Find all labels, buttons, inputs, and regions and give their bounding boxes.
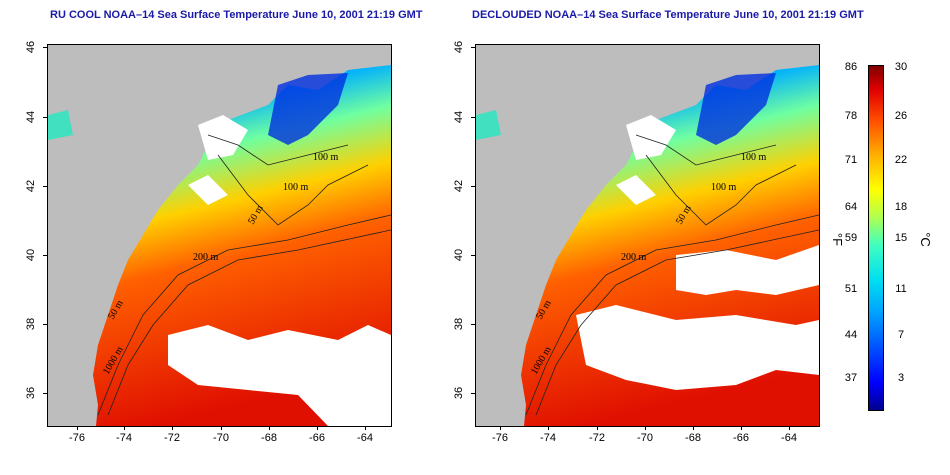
lon-tick-label: -72 xyxy=(589,432,605,444)
fahrenheit-tick-label: 64 xyxy=(844,201,858,213)
lon-tick-mark xyxy=(221,426,222,430)
lon-tick-mark xyxy=(317,426,318,430)
lat-tick-mark xyxy=(43,117,47,118)
lat-tick-mark xyxy=(43,324,47,325)
lat-tick-mark xyxy=(43,255,47,256)
lon-tick-mark xyxy=(124,426,125,430)
lat-tick-mark xyxy=(471,393,475,394)
right-map-title: DECLOUDED NOAA–14 Sea Surface Temperatur… xyxy=(472,9,864,21)
lon-tick-label: -66 xyxy=(733,432,749,444)
lat-tick-mark xyxy=(43,47,47,48)
lat-tick-mark xyxy=(471,324,475,325)
fahrenheit-tick-label: 44 xyxy=(844,329,858,341)
lon-tick-mark xyxy=(548,426,549,430)
contour-label: 100 m xyxy=(711,182,737,193)
lat-tick-label: 36 xyxy=(453,386,465,400)
lon-tick-mark xyxy=(365,426,366,430)
lat-tick-label: 42 xyxy=(453,179,465,193)
lon-tick-label: -64 xyxy=(781,432,797,444)
lon-tick-label: -68 xyxy=(685,432,701,444)
fahrenheit-unit-label: °F xyxy=(830,232,846,247)
lat-tick-mark xyxy=(471,255,475,256)
celsius-tick-label: 30 xyxy=(894,61,908,73)
lat-tick-mark xyxy=(471,186,475,187)
celsius-tick-label: 11 xyxy=(895,283,907,295)
lon-tick-mark xyxy=(77,426,78,430)
lon-tick-mark xyxy=(645,426,646,430)
fahrenheit-tick-label: 78 xyxy=(844,110,858,122)
lat-tick-label: 36 xyxy=(25,386,37,400)
lon-tick-label: -76 xyxy=(69,432,85,444)
right-sst-map: 100 m 100 m 50 m 200 m 50 m 1000 m xyxy=(475,44,820,427)
fahrenheit-tick-label: 51 xyxy=(844,283,858,295)
lon-tick-label: -68 xyxy=(261,432,277,444)
lat-tick-label: 44 xyxy=(453,110,465,124)
lon-tick-label: -64 xyxy=(357,432,373,444)
celsius-tick-label: 7 xyxy=(897,329,905,341)
celsius-tick-label: 18 xyxy=(894,201,908,213)
celsius-unit-label: °C xyxy=(917,232,933,247)
contour-label: 100 m xyxy=(741,152,767,163)
lon-tick-label: -66 xyxy=(309,432,325,444)
colorbar xyxy=(868,65,884,411)
lon-tick-label: -70 xyxy=(213,432,229,444)
lat-tick-mark xyxy=(43,186,47,187)
lon-tick-label: -74 xyxy=(116,432,132,444)
fahrenheit-tick-label: 37 xyxy=(844,372,858,384)
celsius-tick-label: 22 xyxy=(894,154,908,166)
lon-tick-mark xyxy=(500,426,501,430)
left-sst-map: 100 m 100 m 50 m 200 m 50 m 1000 m xyxy=(47,44,392,427)
contour-label: 200 m xyxy=(621,252,647,263)
lat-tick-label: 40 xyxy=(25,248,37,262)
fahrenheit-tick-label: 86 xyxy=(844,61,858,73)
lon-tick-mark xyxy=(597,426,598,430)
lat-tick-label: 38 xyxy=(25,317,37,331)
celsius-tick-label: 26 xyxy=(894,110,908,122)
fahrenheit-tick-label: 59 xyxy=(844,232,858,244)
lon-tick-mark xyxy=(789,426,790,430)
lat-tick-mark xyxy=(471,47,475,48)
contour-label: 100 m xyxy=(313,152,339,163)
contour-label: 100 m xyxy=(283,182,309,193)
lat-tick-mark xyxy=(471,117,475,118)
lon-tick-label: -70 xyxy=(637,432,653,444)
lat-tick-label: 38 xyxy=(453,317,465,331)
lat-tick-mark xyxy=(43,393,47,394)
lat-tick-label: 46 xyxy=(25,40,37,54)
left-map-title: RU COOL NOAA–14 Sea Surface Temperature … xyxy=(50,9,423,21)
lon-tick-mark xyxy=(269,426,270,430)
lat-tick-label: 42 xyxy=(25,179,37,193)
celsius-tick-label: 15 xyxy=(894,232,908,244)
lon-tick-label: -74 xyxy=(540,432,556,444)
contour-label: 200 m xyxy=(193,252,219,263)
fahrenheit-tick-label: 71 xyxy=(844,154,858,166)
lon-tick-label: -72 xyxy=(164,432,180,444)
lon-tick-label: -76 xyxy=(492,432,508,444)
lat-tick-label: 46 xyxy=(453,40,465,54)
lat-tick-label: 44 xyxy=(25,110,37,124)
celsius-tick-label: 3 xyxy=(897,372,905,384)
lat-tick-label: 40 xyxy=(453,248,465,262)
lon-tick-mark xyxy=(741,426,742,430)
lon-tick-mark xyxy=(172,426,173,430)
lon-tick-mark xyxy=(693,426,694,430)
